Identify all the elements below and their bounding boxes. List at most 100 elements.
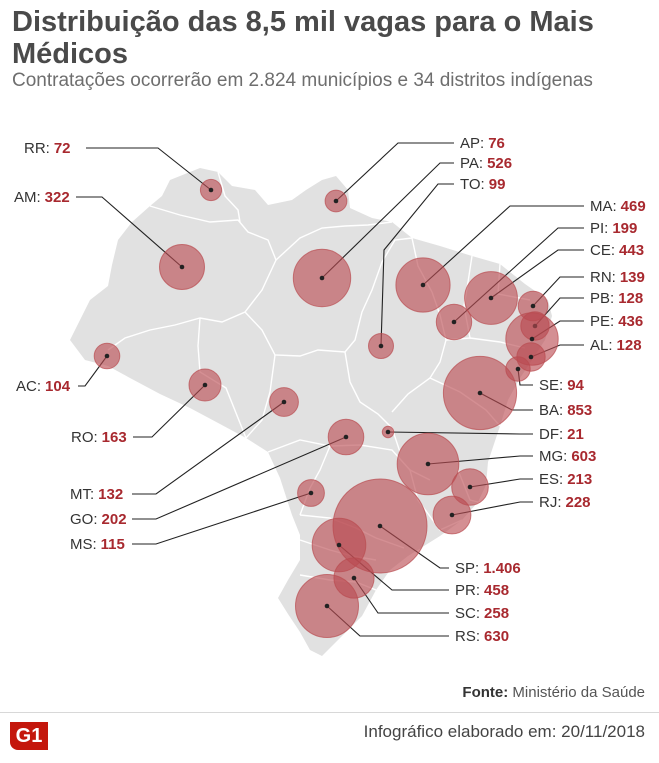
state-value: 104 <box>45 378 71 395</box>
bubble-center-ac <box>104 353 110 359</box>
state-label-pi: PI: 199 <box>590 220 637 237</box>
state-label-ms: MS: 115 <box>70 536 125 553</box>
state-value: 199 <box>612 220 637 237</box>
state-label-mt: MT: 132 <box>70 486 123 503</box>
state-value: 99 <box>489 176 506 193</box>
state-value: 128 <box>618 290 643 307</box>
bubble-center-es <box>467 484 473 490</box>
state-value: 1.406 <box>483 560 521 577</box>
state-code: SC: <box>455 605 480 622</box>
state-value: 76 <box>488 135 505 152</box>
bubble-layer <box>93 178 559 638</box>
bubble-center-pa <box>319 275 325 281</box>
state-label-df: DF: 21 <box>539 426 584 443</box>
bubble-center-pr <box>336 542 342 548</box>
page-title: Distribuição das 8,5 mil vagas para o Ma… <box>12 6 594 70</box>
state-value: 458 <box>484 582 509 599</box>
state-code: PE: <box>590 313 614 330</box>
leader-line-to <box>380 183 454 347</box>
state-code: PI: <box>590 220 608 237</box>
leader-line-rj <box>451 501 533 516</box>
state-label-pe: PE: 436 <box>590 313 643 330</box>
bubble-center-ce <box>488 295 494 301</box>
state-label-al: AL: 128 <box>590 337 642 354</box>
state-code: AM: <box>14 189 41 206</box>
state-label-se: SE: 94 <box>539 377 585 394</box>
page-subtitle: Contratações ocorrerão em 2.824 municípi… <box>12 70 593 91</box>
state-label-ap: AP: 76 <box>460 135 505 152</box>
bubble-center-rs <box>324 603 330 609</box>
bubble-center-am <box>179 264 185 270</box>
state-value: 322 <box>45 189 70 206</box>
leader-line-go <box>132 436 347 520</box>
state-value: 603 <box>571 448 596 465</box>
state-code: MT: <box>70 486 94 503</box>
state-code: SP: <box>455 560 479 577</box>
state-code: PR: <box>455 582 480 599</box>
state-label-to: TO: 99 <box>460 176 505 193</box>
state-value: 228 <box>566 494 591 511</box>
state-code: CE: <box>590 242 615 259</box>
bubble-center-se <box>515 366 521 372</box>
state-value: 213 <box>567 471 592 488</box>
state-code: BA: <box>539 402 563 419</box>
source-label: Fonte: <box>462 684 509 701</box>
bubble-center-ba <box>477 390 483 396</box>
state-code: MG: <box>539 448 567 465</box>
bubble-center-df <box>385 429 391 435</box>
g1-logo: G1 <box>10 722 48 750</box>
state-code: PA: <box>460 155 483 172</box>
leader-line-ce <box>490 249 584 299</box>
leader-line-ms <box>132 492 312 545</box>
bubble-center-mg <box>425 461 431 467</box>
state-code: MA: <box>590 198 617 215</box>
credit-line: Infográfico elaborado em: 20/11/2018 <box>363 722 645 741</box>
state-code: GO: <box>70 511 98 528</box>
state-value: 128 <box>617 337 642 354</box>
state-label-rj: RJ: 228 <box>539 494 591 511</box>
bubble-center-sc <box>351 575 357 581</box>
state-code: AP: <box>460 135 484 152</box>
state-value: 526 <box>487 155 512 172</box>
leader-line-df <box>387 431 533 435</box>
state-value: 469 <box>621 198 646 215</box>
bubble-center-ms <box>308 490 314 496</box>
leader-line-pa <box>321 162 454 279</box>
state-value: 94 <box>567 377 584 394</box>
state-label-pr: PR: 458 <box>455 582 509 599</box>
state-label-ro: RO: 163 <box>71 429 127 446</box>
bubble-center-rj <box>449 512 455 518</box>
state-label-am: AM: 322 <box>14 189 70 206</box>
state-value: 21 <box>567 426 584 443</box>
state-label-ba: BA: 853 <box>539 402 592 419</box>
state-code: TO: <box>460 176 485 193</box>
leader-line-ro <box>133 384 206 438</box>
bubble-center-to <box>378 343 384 349</box>
state-code: SE: <box>539 377 563 394</box>
state-label-ce: CE: 443 <box>590 242 644 259</box>
state-value: 139 <box>620 269 645 286</box>
state-code: RJ: <box>539 494 562 511</box>
state-code: MS: <box>70 536 97 553</box>
state-code: ES: <box>539 471 563 488</box>
state-label-sp: SP: 1.406 <box>455 560 521 577</box>
bubble-center-ro <box>202 382 208 388</box>
bubble-center-mt <box>281 399 287 405</box>
state-code: AL: <box>590 337 613 354</box>
bubble-center-go <box>343 434 349 440</box>
state-code: RR: <box>24 140 50 157</box>
state-label-rn: RN: 139 <box>590 269 645 286</box>
state-value: 630 <box>484 628 509 645</box>
bubble-center-rn <box>530 303 536 309</box>
state-code: RS: <box>455 628 480 645</box>
bubble-center-pi <box>451 319 457 325</box>
state-value: 132 <box>98 486 123 503</box>
leader-line-rr <box>86 147 212 191</box>
leader-line-mt <box>132 401 285 495</box>
state-value: 853 <box>567 402 592 419</box>
state-label-pa: PA: 526 <box>460 155 512 172</box>
state-label-rs: RS: 630 <box>455 628 509 645</box>
